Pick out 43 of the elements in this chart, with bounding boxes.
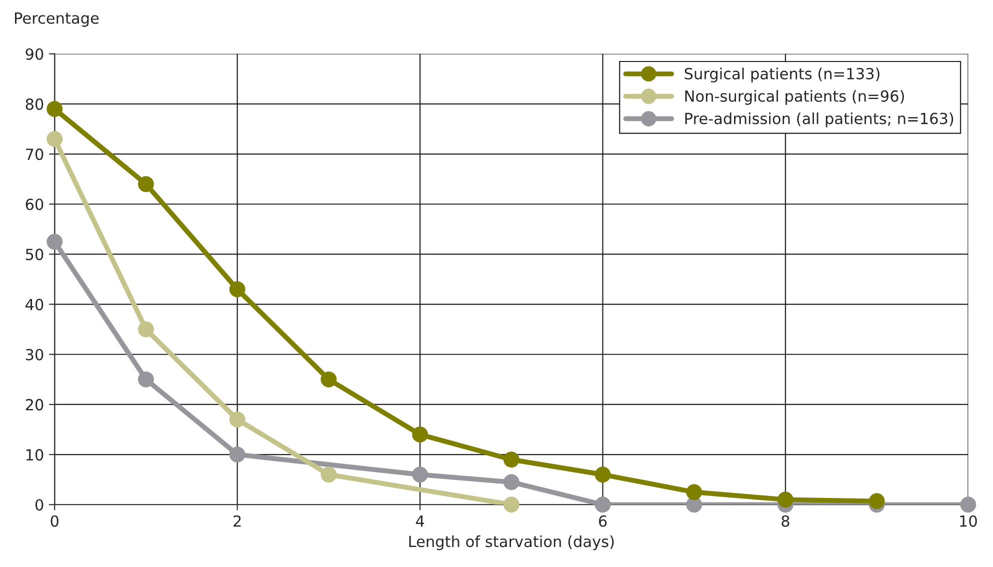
point bbox=[229, 281, 246, 298]
y-tick-label: 50 bbox=[26, 248, 44, 260]
y-tick-label: 60 bbox=[26, 198, 44, 210]
x-tick-label: 2 bbox=[234, 515, 241, 527]
point bbox=[960, 496, 976, 513]
point bbox=[868, 493, 885, 510]
y-tick-label: 90 bbox=[26, 48, 44, 60]
point bbox=[412, 426, 428, 442]
x-tick-label: 0 bbox=[50, 515, 58, 527]
point bbox=[777, 492, 794, 508]
x-tick-label: 10 bbox=[960, 515, 977, 527]
point bbox=[594, 466, 611, 483]
legend-label: Pre-admission (all patients; n=163) bbox=[685, 112, 954, 128]
point bbox=[46, 131, 63, 147]
point bbox=[412, 466, 428, 483]
point bbox=[138, 371, 154, 388]
y-tick-label: 40 bbox=[26, 298, 44, 310]
point bbox=[46, 100, 63, 117]
point bbox=[594, 496, 611, 513]
x-axis-title: Length of starvation (days) bbox=[409, 535, 614, 550]
x-tick-label: 6 bbox=[598, 515, 607, 527]
point bbox=[320, 466, 337, 483]
point bbox=[138, 321, 154, 338]
point bbox=[503, 496, 520, 513]
point bbox=[503, 452, 520, 468]
y-tick-label: 20 bbox=[26, 398, 44, 410]
y-tick-label: 10 bbox=[26, 449, 44, 461]
legend-label: Non-surgical patients (n=96) bbox=[685, 90, 904, 105]
point bbox=[229, 446, 246, 463]
point bbox=[229, 412, 246, 428]
point bbox=[320, 371, 337, 388]
y-tick-label: 30 bbox=[26, 348, 44, 360]
point bbox=[46, 234, 63, 250]
x-tick-label: 8 bbox=[782, 515, 790, 527]
y-axis-title: Percentage bbox=[15, 12, 99, 27]
x-tick-label: 4 bbox=[416, 516, 424, 527]
point bbox=[686, 484, 702, 500]
legend-label: Surgical patients (n=133) bbox=[684, 68, 880, 82]
y-tick-label: 0 bbox=[35, 499, 44, 511]
point bbox=[138, 176, 154, 192]
y-tick-label: 80 bbox=[26, 98, 44, 110]
point bbox=[503, 474, 520, 490]
y-tick-label: 70 bbox=[26, 148, 44, 160]
